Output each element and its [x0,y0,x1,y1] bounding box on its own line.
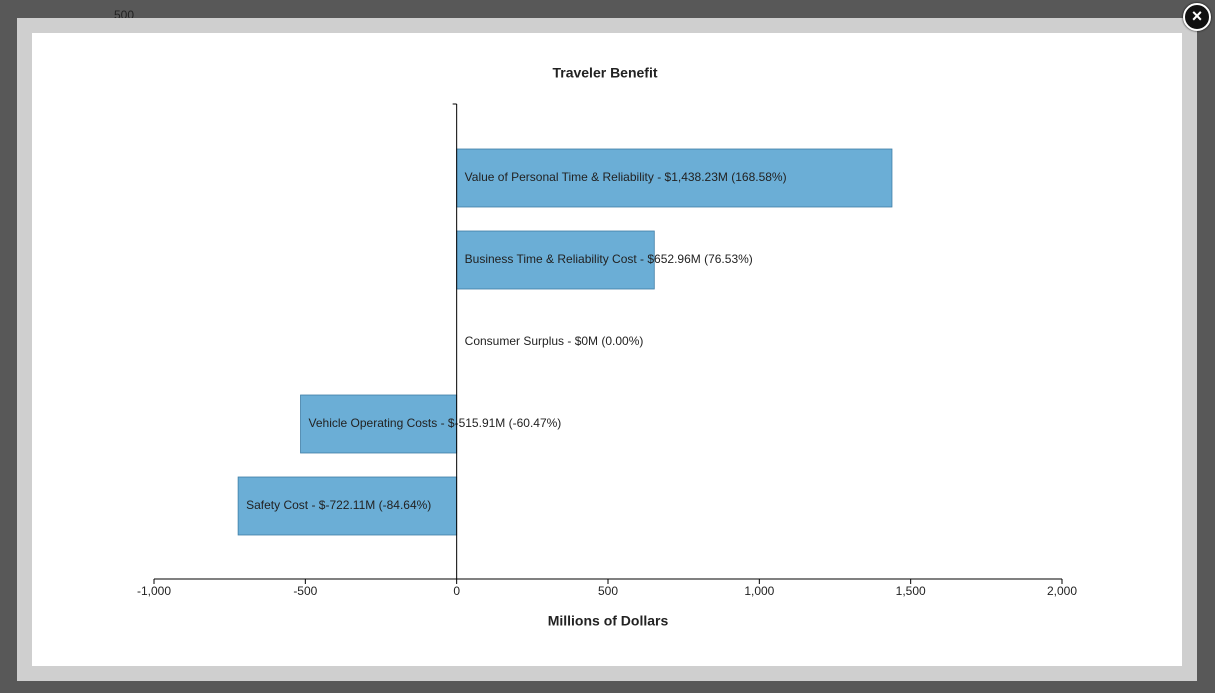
modal-body [32,33,1182,666]
x-tick-label: -500 [293,584,317,598]
x-tick-label: 1,500 [896,584,926,598]
bar [456,230,655,290]
close-button[interactable]: × [1183,3,1211,31]
value-label: Business Time & Reliability Cost - $652.… [465,252,753,266]
chart-title: Traveler Benefit [552,65,657,81]
x-tick-label: 500 [598,584,618,598]
bar [237,476,458,536]
bar [456,148,893,208]
x-tick-label: 2,000 [1047,584,1077,598]
value-label: Value of Personal Time & Reliability - $… [465,170,787,184]
x-tick-label: -1,000 [137,584,171,598]
bar [300,394,458,454]
modal [17,18,1197,681]
x-tick-label: 1,000 [744,584,774,598]
value-label: Vehicle Operating Costs - $-515.91M (-60… [309,416,562,430]
x-tick-label: 0 [453,584,460,598]
value-label: Consumer Surplus - $0M (0.00%) [465,334,644,348]
x-axis-label: Millions of Dollars [548,613,669,629]
value-label: Safety Cost - $-722.11M (-84.64%) [246,498,431,512]
